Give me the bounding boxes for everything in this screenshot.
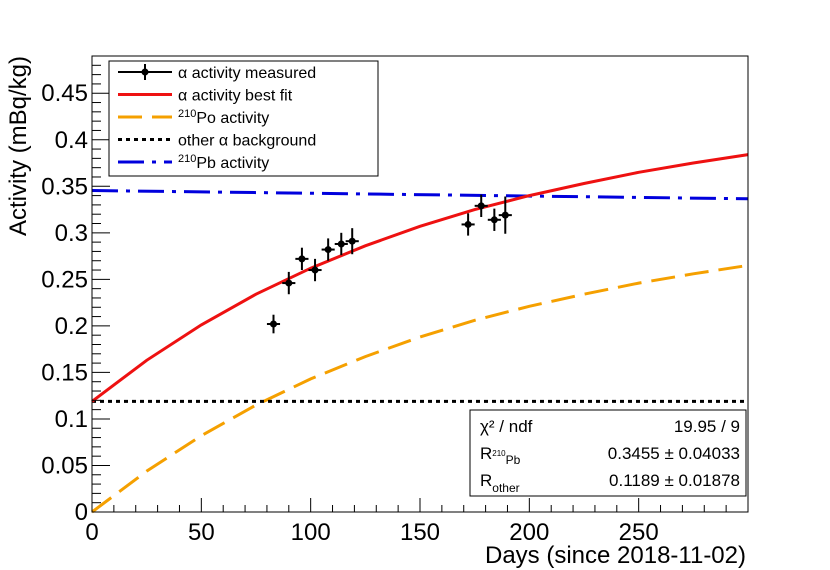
x-tick-label-1: 50 xyxy=(188,519,215,546)
legend-entry-1: α activity best fit xyxy=(118,88,293,105)
axes-layer: 0 50 100 150 200 250 0 0.05 0.1 0.15 0.2 0.25 0.3 0.3… xyxy=(41,64,727,546)
series-line-3 xyxy=(91,189,749,201)
marker-1 xyxy=(285,279,293,287)
data-point-5 xyxy=(334,232,348,256)
x-axis-label: Days (since 2018-11-02) xyxy=(485,542,746,569)
marker-5 xyxy=(337,240,345,248)
x-tick-label-0: 0 xyxy=(85,519,98,546)
data-points-layer xyxy=(266,194,512,334)
marker-6 xyxy=(348,237,356,245)
data-point-1 xyxy=(282,271,296,295)
legend-entry-2: 210Po activity xyxy=(118,108,269,127)
stats-box: χ² / ndf 19.95 / 9 R210Pb 0.3455 ± 0.040… xyxy=(469,409,747,497)
stats-box-frame xyxy=(469,409,747,497)
y-tick-label-7: 0.35 xyxy=(41,173,88,200)
y-axis-label: Activity (mBq/kg) xyxy=(5,56,32,236)
data-point-10 xyxy=(498,196,512,234)
marker-7 xyxy=(464,220,472,228)
legend-label-2: 210Po activity xyxy=(178,108,269,127)
data-point-6 xyxy=(345,228,359,255)
legend-entry-0: α activity measured xyxy=(118,64,316,82)
data-point-0 xyxy=(266,314,281,334)
y-tick-label-1: 0.05 xyxy=(41,452,88,479)
y-tick-label-5: 0.25 xyxy=(41,266,88,293)
data-point-7 xyxy=(461,213,475,236)
legend-label-4: 210Pb activity xyxy=(178,153,269,172)
stats-row-other-value: 0.1189 ± 0.01878 xyxy=(609,471,740,490)
stats-chi2-label: χ² / ndf xyxy=(480,417,533,436)
stats-row-pb-value: 0.3455 ± 0.04033 xyxy=(608,444,740,463)
marker-9 xyxy=(490,216,498,224)
x-tick-label-5: 250 xyxy=(619,519,659,546)
x-tick-label-4: 200 xyxy=(509,519,549,546)
curve-layer xyxy=(91,153,749,514)
x-tick-label-2: 100 xyxy=(291,519,331,546)
marker-0 xyxy=(269,320,277,328)
y-tick-label-9: 0.45 xyxy=(41,80,88,107)
legend: α activity measured α activity best fit 2… xyxy=(108,60,379,177)
stats-row-pb-label: R210Pb xyxy=(480,444,521,467)
y-tick-label-0: 0 xyxy=(75,499,88,526)
y-tick-label-8: 0.4 xyxy=(55,127,88,154)
y-tick-label-2: 0.1 xyxy=(55,406,88,433)
data-point-9 xyxy=(487,208,501,231)
legend-label-1: α activity best fit xyxy=(178,88,293,105)
data-point-8 xyxy=(474,194,488,217)
y-tick-label-4: 0.2 xyxy=(55,313,88,340)
legend-entry-3: other α background xyxy=(118,133,316,150)
y-tick-label-3: 0.15 xyxy=(41,359,88,386)
data-point-3 xyxy=(308,258,322,282)
series-line-0 xyxy=(91,153,749,403)
legend-label-0: α activity measured xyxy=(178,65,316,82)
data-point-4 xyxy=(321,238,335,261)
marker-10 xyxy=(501,211,509,219)
y-tick-label-6: 0.3 xyxy=(55,220,88,247)
marker-3 xyxy=(311,266,319,274)
x-tick-label-3: 150 xyxy=(400,519,440,546)
stats-row-other-label: Rother xyxy=(480,471,520,495)
marker-4 xyxy=(324,246,332,254)
marker-2 xyxy=(298,255,306,263)
legend-label-3: other α background xyxy=(178,133,316,150)
series-line-1 xyxy=(91,263,749,514)
legend-marker-dot xyxy=(141,68,149,76)
stats-chi2-value: 19.95 / 9 xyxy=(674,417,740,436)
data-point-2 xyxy=(295,247,309,271)
legend-entry-4: 210Pb activity xyxy=(118,153,269,172)
marker-8 xyxy=(477,202,485,210)
